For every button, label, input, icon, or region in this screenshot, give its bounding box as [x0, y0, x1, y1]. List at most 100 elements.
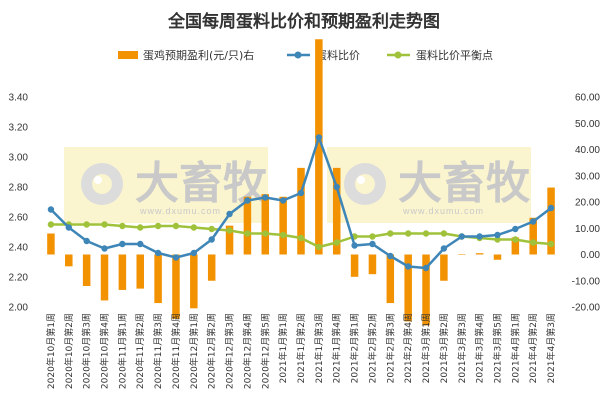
watermark-brand-text: 大畜牧 [398, 158, 531, 209]
x-axis: 2020年10月第1周 2020年10月第2周 2020年10月第3周 2020年10… [45, 313, 557, 389]
right-tick-label: 60.00 [575, 93, 600, 104]
ratio-point [297, 189, 305, 197]
breakeven-point [494, 236, 501, 243]
profit-bar [493, 254, 502, 260]
breakeven-point [297, 234, 305, 242]
profit-bar [100, 254, 109, 301]
legend-swatch-profit [118, 51, 138, 59]
ratio-point [190, 249, 198, 257]
profit-bar [65, 254, 73, 267]
chart-title: 全国每周蛋料比价和预期盈利走势图 [167, 11, 440, 32]
profit-bar [386, 254, 395, 304]
profit-bar [332, 167, 341, 255]
profit-bar [422, 254, 430, 326]
ratio-point [369, 240, 376, 248]
ratio-point [333, 183, 340, 191]
ratio-point [351, 242, 358, 249]
ratio-point [154, 249, 162, 257]
profit-bar [243, 196, 252, 255]
x-tick-label: 2020年11月第3周 [152, 313, 164, 389]
left-tick-label: 2.60 [9, 213, 29, 224]
left-tick-label: 3.00 [9, 153, 29, 164]
ratio-point [137, 240, 144, 248]
ratio-point [226, 210, 233, 218]
right-tick-label: -10.00 [572, 276, 601, 287]
breakeven-point [369, 233, 376, 240]
breakeven-point [315, 243, 323, 251]
x-tick-label: 2021年3月第1周 [420, 313, 432, 383]
breakeven-point [279, 231, 287, 239]
x-tick-label: 2020年10月第3周 [81, 313, 93, 389]
ratio-point [530, 218, 537, 225]
profit-bar [350, 254, 359, 277]
left-tick-label: 2.20 [9, 273, 29, 284]
left-tick-label: 3.20 [9, 123, 29, 134]
right-tick-label: 30.00 [575, 171, 600, 182]
breakeven-point [208, 225, 215, 233]
ratio-point [387, 252, 394, 260]
profit-bar [529, 217, 537, 255]
ratio-point [244, 197, 251, 204]
breakeven-point [190, 224, 198, 231]
profit-bar [279, 196, 287, 255]
ratio-point [172, 254, 180, 261]
x-tick-label: 2020年12月第4周 [241, 313, 253, 389]
ratio-point [458, 233, 465, 240]
x-tick-label: 2021年4月第2周 [527, 313, 539, 383]
ratio-point [476, 233, 483, 240]
right-tick-label: 0.00 [581, 250, 601, 261]
right-tick-label: -20.00 [572, 303, 601, 314]
x-tick-label: 2021年1月第3周 [313, 313, 325, 383]
watermark-url-text: www.dxumu.com [402, 206, 484, 216]
legend-label-profit: 蛋鸡预期盈利(元/只)右 [143, 48, 254, 62]
breakeven-point [440, 230, 448, 237]
ratio-lines [47, 134, 555, 272]
breakeven-point [404, 230, 412, 237]
breakeven-point [530, 239, 537, 246]
ratio-point [119, 240, 126, 248]
x-tick-label: 2021年2月第4周 [402, 313, 414, 383]
x-tick-label: 2020年10月第4周 [99, 313, 111, 389]
x-tick-label: 2021年3月第3周 [456, 313, 468, 383]
profit-bar [297, 167, 305, 255]
profit-bar [207, 254, 216, 281]
legend-marker-ratio [294, 51, 302, 59]
profit-bar [368, 254, 377, 275]
breakeven-point [119, 222, 126, 230]
x-tick-label: 2020年10月第1周 [45, 313, 57, 389]
right-tick-label: 10.00 [575, 224, 600, 235]
x-tick-label: 2020年11月第2周 [134, 313, 146, 389]
profit-bar [404, 254, 412, 322]
x-tick-label: 2020年12月第1周 [188, 313, 200, 389]
left-tick-label: 2.40 [9, 243, 29, 254]
x-tick-label: 2020年12月第5周 [259, 313, 271, 389]
profit-bars [47, 39, 555, 326]
left-tick-label: 2.80 [9, 183, 29, 194]
right-tick-label: 50.00 [575, 119, 600, 130]
x-tick-label: 2020年12月第2周 [206, 313, 218, 389]
profit-bar [511, 237, 520, 255]
watermark-url-text: www.dxumu.com [139, 206, 221, 216]
left-tick-label: 3.40 [9, 93, 29, 104]
watermark-right: 大畜牧 www.dxumu.com [327, 147, 531, 223]
profit-bar [47, 233, 55, 255]
x-tick-label: 2021年3月第2周 [438, 313, 450, 383]
profit-bar [458, 254, 466, 255]
ratio-point [83, 237, 90, 245]
breakeven-point [101, 221, 108, 228]
profit-bar [225, 225, 234, 255]
profit-bar [82, 254, 91, 286]
breakeven-point [154, 222, 162, 230]
breakeven-point [262, 230, 269, 237]
x-tick-label: 2020年11月第1周 [116, 313, 128, 389]
right-tick-label: 20.00 [575, 198, 600, 209]
ratio-point [404, 263, 412, 270]
breakeven-point [226, 227, 233, 234]
x-tick-label: 2021年4月第3周 [545, 313, 557, 383]
ratio-point [547, 204, 555, 212]
breakeven-point [47, 221, 55, 228]
ratio-point [101, 245, 108, 252]
profit-bar [118, 254, 127, 290]
breakeven-point [387, 230, 394, 237]
